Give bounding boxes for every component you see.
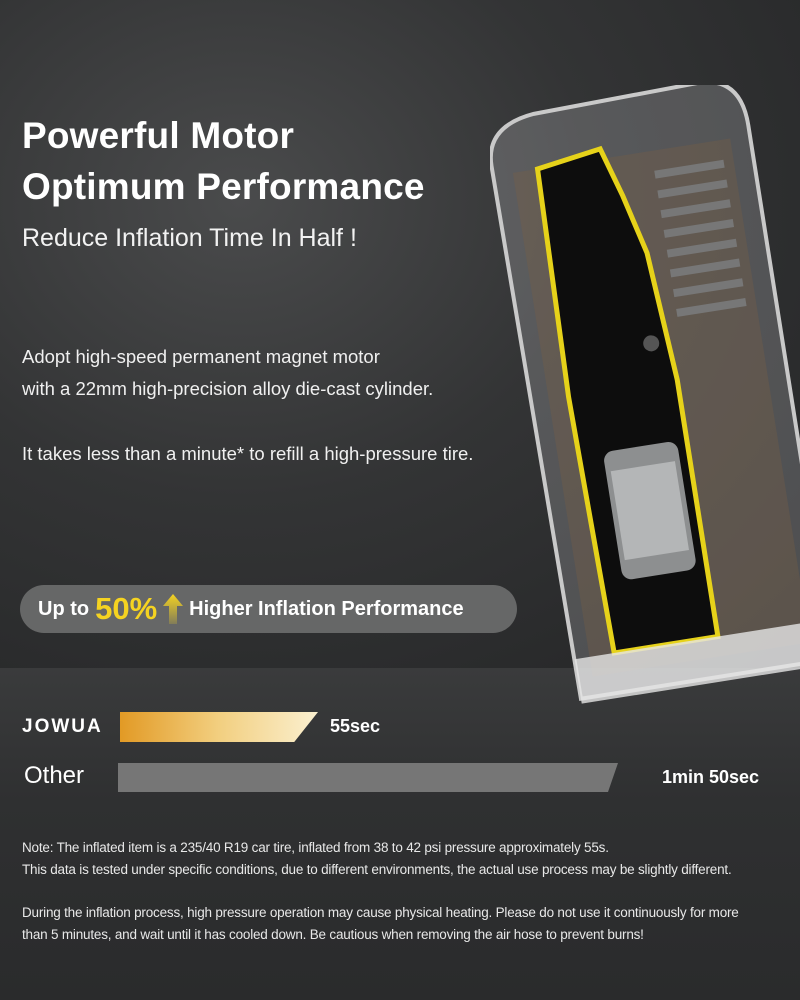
other-time-bar [118,763,618,792]
badge-percent: 50% [95,591,158,626]
subtitle: Reduce Inflation Time In Half ! [22,224,357,252]
arrow-up-icon [163,594,184,624]
air-pump-cutaway-image [490,85,800,704]
brand-time: 55sec [330,716,381,736]
note-line-3: During the inflation process, high press… [22,905,739,920]
other-time: 1min 50sec [662,767,760,787]
headline-line-1: Powerful Motor [22,115,295,156]
headline-line-2: Optimum Performance [22,166,425,207]
badge-suffix: Higher Inflation Performance [189,597,464,620]
performance-badge: Up to 50% Higher Inflation Performance [20,585,517,633]
other-label: Other [24,762,85,789]
badge-prefix: Up to [38,597,90,620]
note-line-1: Note: The inflated item is a 235/40 R19 … [22,840,609,855]
note-line-4: than 5 minutes, and wait until it has co… [22,927,644,942]
brand-label: JOWUA [22,716,103,737]
description-line-1: Adopt high-speed permanent magnet motor [22,346,380,367]
description-line-3: It takes less than a minute* to refill a… [22,443,474,464]
brand-time-bar [120,712,318,742]
description-line-2: with a 22mm high-precision alloy die-cas… [22,378,434,399]
note-line-2: This data is tested under specific condi… [22,862,732,877]
